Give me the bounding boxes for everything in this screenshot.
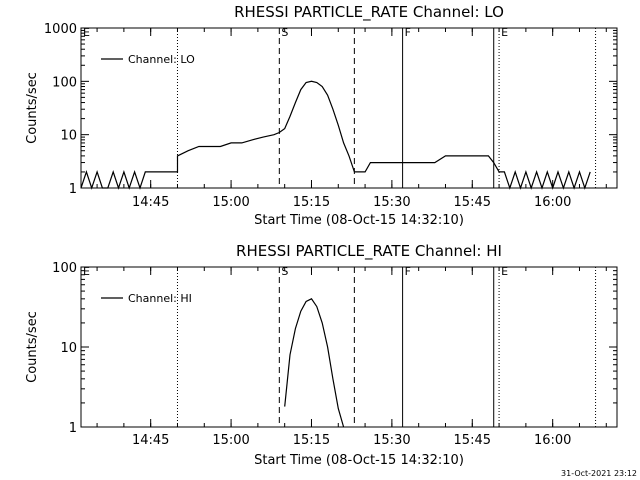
- x-tick-label-1-5: 16:00: [534, 433, 571, 448]
- x-tick-label-0-3: 15:30: [373, 195, 410, 210]
- marker-label-1-0: E: [83, 265, 90, 278]
- x-tick-label-0-5: 16:00: [534, 195, 571, 210]
- x-tick-label-1-0: 14:45: [132, 433, 169, 448]
- marker-label-0-6: E: [501, 26, 508, 39]
- x-tick-label-1-1: 15:00: [212, 433, 249, 448]
- y-tick-label-0-0: 1: [69, 182, 77, 197]
- x-tick-label-1-2: 15:15: [293, 433, 330, 448]
- marker-label-0-2: S: [281, 26, 288, 39]
- y-axis-label-0: Counts/sec: [25, 72, 40, 144]
- plot-frame-0: [80, 27, 618, 189]
- y-axis-label-1: Counts/sec: [25, 311, 40, 383]
- timestamp: 31-Oct-2021 23:12: [561, 469, 637, 478]
- legend-label-1: Channel: HI: [128, 292, 192, 305]
- series-line-1-0: [284, 298, 345, 428]
- x-tick-label-0-2: 15:15: [293, 195, 330, 210]
- y-tick-label-0-1: 10: [60, 129, 77, 144]
- y-tick-label-0-3: 1000: [44, 22, 77, 37]
- y-tick-label-1-0: 1: [69, 421, 77, 436]
- x-tick-label-1-4: 15:45: [454, 433, 491, 448]
- y-tick-label-1-2: 100: [52, 261, 77, 276]
- x-tick-label-1-3: 15:30: [373, 433, 410, 448]
- x-tick-label-0-1: 15:00: [212, 195, 249, 210]
- marker-label-0-0: E: [83, 26, 90, 39]
- series-line-0-0: [80, 80, 591, 190]
- y-tick-label-0-2: 100: [52, 75, 77, 90]
- y-tick-label-1-1: 10: [60, 341, 77, 356]
- marker-label-1-2: S: [281, 265, 288, 278]
- chart-title-0: RHESSI PARTICLE_RATE Channel: LO: [234, 3, 504, 22]
- x-tick-label-0-0: 14:45: [132, 195, 169, 210]
- plot-frame-1: [80, 266, 618, 428]
- chart-title-1: RHESSI PARTICLE_RATE Channel: HI: [236, 242, 502, 261]
- x-axis-label-1: Start Time (08-Oct-15 14:32:10): [254, 453, 464, 468]
- marker-label-1-6: E: [501, 265, 508, 278]
- legend-label-0: Channel: LO: [128, 53, 195, 66]
- x-tick-label-0-4: 15:45: [454, 195, 491, 210]
- marker-label-1-4: F: [405, 265, 411, 278]
- marker-label-0-4: F: [405, 26, 411, 39]
- x-axis-label-0: Start Time (08-Oct-15 14:32:10): [254, 213, 464, 228]
